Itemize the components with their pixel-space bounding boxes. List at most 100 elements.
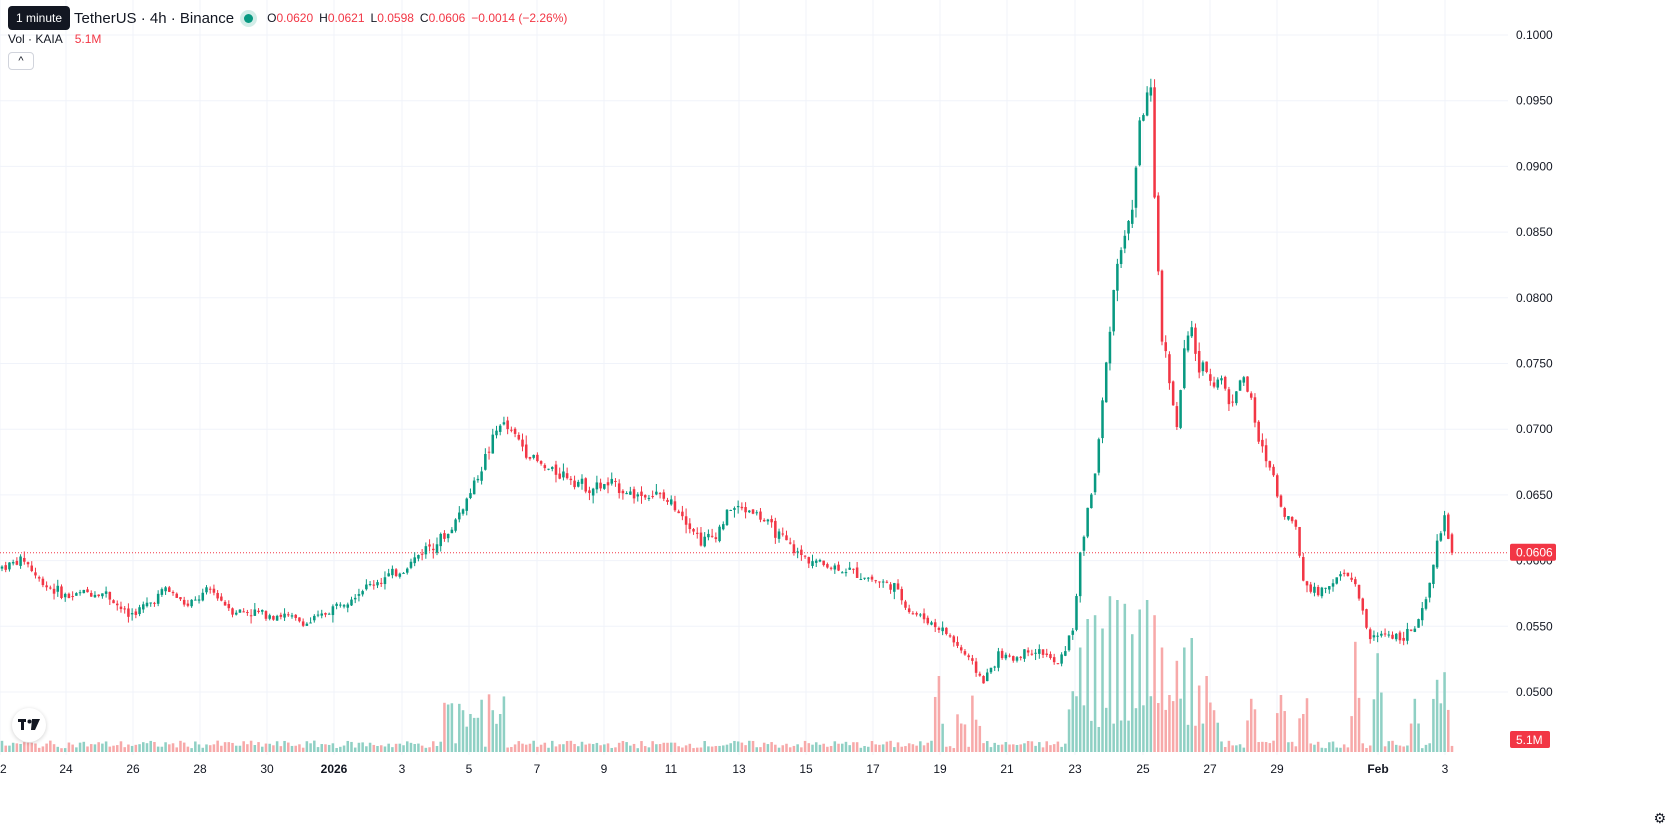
candle-body	[974, 661, 978, 673]
x-tick-label: 15	[799, 762, 813, 776]
candle-body	[1376, 635, 1379, 637]
time-axis[interactable]: 22 24 26 28 30 2026 3 5 7 9 11 13 15 17 19 21 23 25 27 29 Fe…	[0, 762, 1449, 776]
candle-body	[1179, 390, 1182, 428]
y-tick-label: 0.0900	[1516, 159, 1553, 173]
candle-body	[1216, 379, 1220, 388]
x-tick-label: 5	[466, 762, 473, 776]
candle-body	[1082, 536, 1086, 551]
candle-body	[1290, 516, 1294, 522]
candle-body	[695, 532, 699, 534]
volume-bar	[1309, 743, 1312, 752]
candle-body	[1123, 235, 1127, 249]
candle-body	[1246, 376, 1249, 392]
volume-bar	[967, 746, 970, 752]
ohlc-open: O0.0620	[267, 11, 314, 25]
candle-body	[829, 567, 833, 569]
volume-bar	[811, 744, 814, 752]
candle-body	[744, 507, 747, 513]
candle-body	[930, 622, 933, 625]
volume-bar	[569, 740, 573, 752]
volume-bar	[1435, 679, 1439, 752]
candle-body	[971, 658, 974, 661]
volume-bar	[443, 702, 446, 752]
candle-body	[1435, 540, 1439, 568]
volume-bar	[1075, 696, 1078, 752]
settings-gear-icon[interactable]: ⚙	[1653, 810, 1666, 826]
candle-body	[1324, 587, 1327, 589]
price-axis[interactable]: 0.1000 0.0950 0.0900 0.0850 0.0800 0.0750 0.07…	[1516, 28, 1553, 699]
y-tick-label: 0.0700	[1516, 422, 1553, 436]
candle-body	[770, 518, 773, 523]
volume-bar	[1015, 744, 1019, 752]
candle-body	[142, 604, 145, 610]
volume-bar	[160, 746, 164, 752]
candle-body	[67, 593, 71, 599]
candle-body	[339, 604, 342, 606]
volume-bar	[1305, 698, 1309, 752]
candle-body	[636, 494, 640, 497]
volume-bar	[1231, 745, 1234, 752]
candle-body	[517, 434, 521, 440]
volume-bar	[681, 747, 684, 752]
candle-body	[852, 568, 855, 570]
volume-bar	[1071, 691, 1075, 752]
candle-body	[194, 599, 197, 601]
y-tick-label: 0.0550	[1516, 619, 1553, 633]
candle-body	[112, 600, 115, 604]
volume-bar	[428, 747, 431, 752]
volume-bar	[1108, 596, 1112, 752]
tradingview-logo[interactable]	[12, 708, 46, 742]
candle-body	[197, 599, 201, 601]
collapse-legend-button[interactable]: ^	[8, 52, 34, 70]
volume-bar	[301, 747, 305, 752]
volume-bar	[413, 744, 416, 752]
candle-body	[584, 478, 587, 492]
volume-bar	[1346, 747, 1350, 752]
candle-body	[714, 537, 718, 540]
candle-body	[1078, 552, 1082, 597]
candle-body	[37, 577, 41, 579]
candle-body	[881, 581, 885, 583]
symbol-title[interactable]: TetherUS · 4h · Binance	[74, 9, 235, 27]
candle-body	[1000, 650, 1004, 659]
volume-bar	[1175, 660, 1179, 752]
candle-body	[807, 557, 811, 564]
volume-bar	[1205, 676, 1208, 752]
volume-bar	[785, 743, 788, 752]
volume-bar	[762, 742, 766, 752]
volume-bar	[305, 741, 309, 752]
volume-bar	[617, 742, 621, 752]
volume-bar	[168, 744, 171, 752]
candle-body	[97, 594, 100, 597]
volume-bar	[153, 741, 156, 752]
x-tick-label: 25	[1136, 762, 1150, 776]
candle-body	[1157, 195, 1160, 272]
candle-body	[926, 617, 930, 624]
candle-body	[249, 615, 253, 617]
candle-body	[736, 505, 740, 508]
volume-bar	[56, 746, 60, 752]
candle-body	[1012, 656, 1015, 661]
candle-body	[376, 582, 379, 586]
volume-bar	[510, 746, 513, 752]
candle-body	[1142, 115, 1145, 121]
volume-bar	[402, 745, 405, 752]
volume-bar	[417, 743, 420, 752]
candle-body	[707, 533, 710, 538]
candle-body	[1052, 657, 1056, 663]
x-tick-label: 27	[1203, 762, 1217, 776]
candle-body	[324, 613, 327, 615]
volume-bar	[253, 745, 257, 752]
candle-body	[904, 601, 907, 608]
volume-bar	[997, 744, 1000, 752]
volume-bar	[1320, 747, 1324, 752]
candle-body	[443, 533, 446, 539]
volume-bar	[1238, 744, 1242, 752]
candle-body	[402, 572, 405, 574]
volume-bar	[1424, 744, 1428, 752]
volume-bar	[324, 744, 327, 752]
volume-bar	[547, 747, 550, 752]
volume-bar	[220, 745, 223, 752]
volume-bar	[952, 748, 956, 752]
